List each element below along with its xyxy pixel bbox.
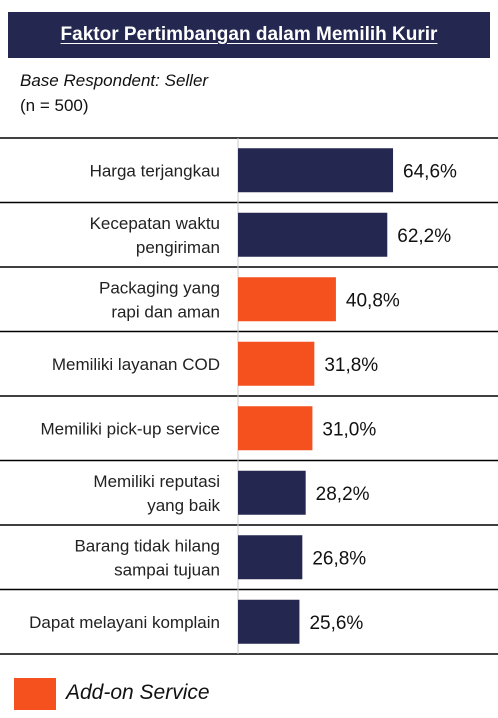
data-label: 26,8% [312,548,366,569]
category-label: Harga terjangkau [90,161,220,180]
bar [238,406,313,451]
data-label: 28,2% [316,484,370,505]
data-label: 64,6% [403,161,457,182]
category-label: pengiriman [136,238,220,257]
base-respondent-label: Base Respondent: Seller [20,71,209,90]
data-label: 31,0% [322,419,376,440]
bar [238,148,394,193]
category-label: Memiliki pick-up service [41,419,220,438]
category-label: sampai tujuan [114,560,220,579]
data-label: 31,8% [324,355,378,376]
category-label: Packaging yang [99,278,220,297]
chart-title: Faktor Pertimbangan dalam Memilih Kurir [60,24,438,45]
bar [238,535,303,580]
legend-label-addon: Add-on Service [66,681,210,704]
legend-swatch-addon [14,678,56,710]
category-label: rapi dan aman [111,302,220,321]
category-label: Dapat melayani komplain [29,613,220,632]
category-label: yang baik [147,496,220,515]
data-label: 25,6% [309,613,363,634]
bar [238,341,315,386]
category-label: Memiliki reputasi [93,472,220,491]
chart-title-bar: Faktor Pertimbangan dalam Memilih Kurir [8,12,490,58]
data-label: 40,8% [346,290,400,311]
bar [238,599,300,644]
category-label: Kecepatan waktu [90,214,220,233]
bar [238,277,336,322]
category-label: Memiliki layanan COD [52,355,220,374]
bar [238,212,388,257]
category-label: Barang tidak hilang [74,536,220,555]
data-label: 62,2% [397,226,451,247]
bar [238,470,306,515]
sample-size-label: (n = 500) [20,96,89,115]
